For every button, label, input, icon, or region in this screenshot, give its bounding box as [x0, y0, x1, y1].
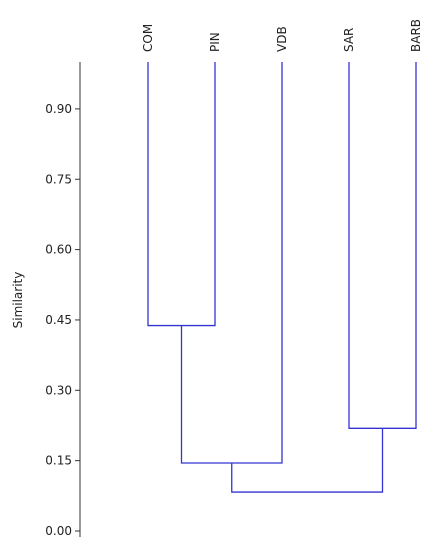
leaf-label: COM [141, 24, 155, 52]
y-tick-label: 0.15 [45, 454, 72, 468]
merge-link [348, 62, 417, 429]
y-tick-label: 0.00 [45, 524, 72, 538]
leaf-label: VDB [275, 26, 289, 52]
leaf-label: BARB [409, 19, 423, 52]
y-axis-label: Similarity [11, 272, 25, 329]
merge-link [231, 428, 384, 493]
y-tick-label: 0.90 [45, 102, 72, 116]
y-tick-label: 0.30 [45, 383, 72, 397]
merge-link [180, 62, 283, 464]
leaf-label: SAR [342, 28, 356, 52]
y-tick-label: 0.75 [45, 172, 72, 186]
y-tick-label: 0.60 [45, 243, 72, 257]
y-tick-label: 0.45 [45, 313, 72, 327]
merge-link [147, 62, 216, 327]
leaf-label: PIN [208, 32, 222, 52]
